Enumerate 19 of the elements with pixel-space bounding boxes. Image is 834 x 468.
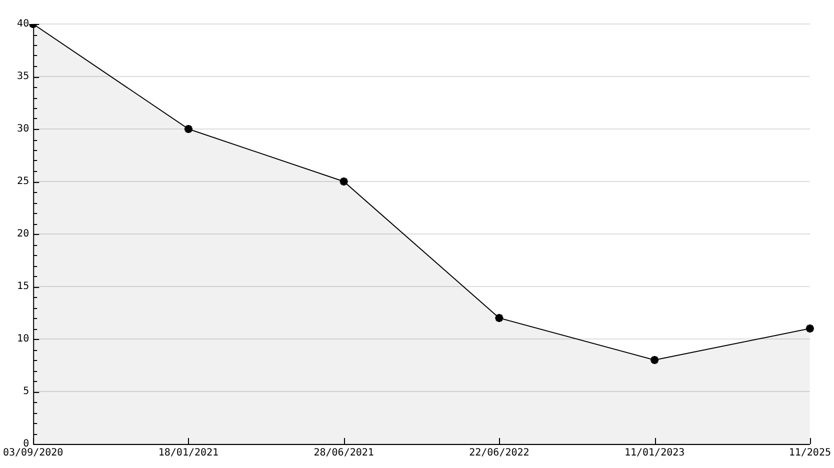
y-tick-label: 20 [17,228,30,240]
x-tick-label: 22/06/2022 [469,448,530,459]
y-tick-label: 30 [17,124,30,135]
y-tick-label: 25 [17,176,30,188]
y-tick-label: 10 [17,334,30,345]
point [183,124,194,134]
x-tick-label: 28/06/2021 [314,448,374,459]
point [494,312,504,324]
point [649,354,660,366]
y-tick-label: 35 [17,71,30,82]
x-tick-label: 11/01/2023 [624,448,685,459]
y-tick-label: 5 [23,386,30,398]
x-tick-label: 18/01/2021 [158,448,219,459]
x-tick-label: 03/09/2020 [2,448,64,459]
y-tick-label: 40 [17,18,30,30]
x-tick-label: 11/2025 [788,448,832,459]
y-tick-label: 15 [17,281,30,292]
point [338,176,350,187]
point [804,323,816,334]
